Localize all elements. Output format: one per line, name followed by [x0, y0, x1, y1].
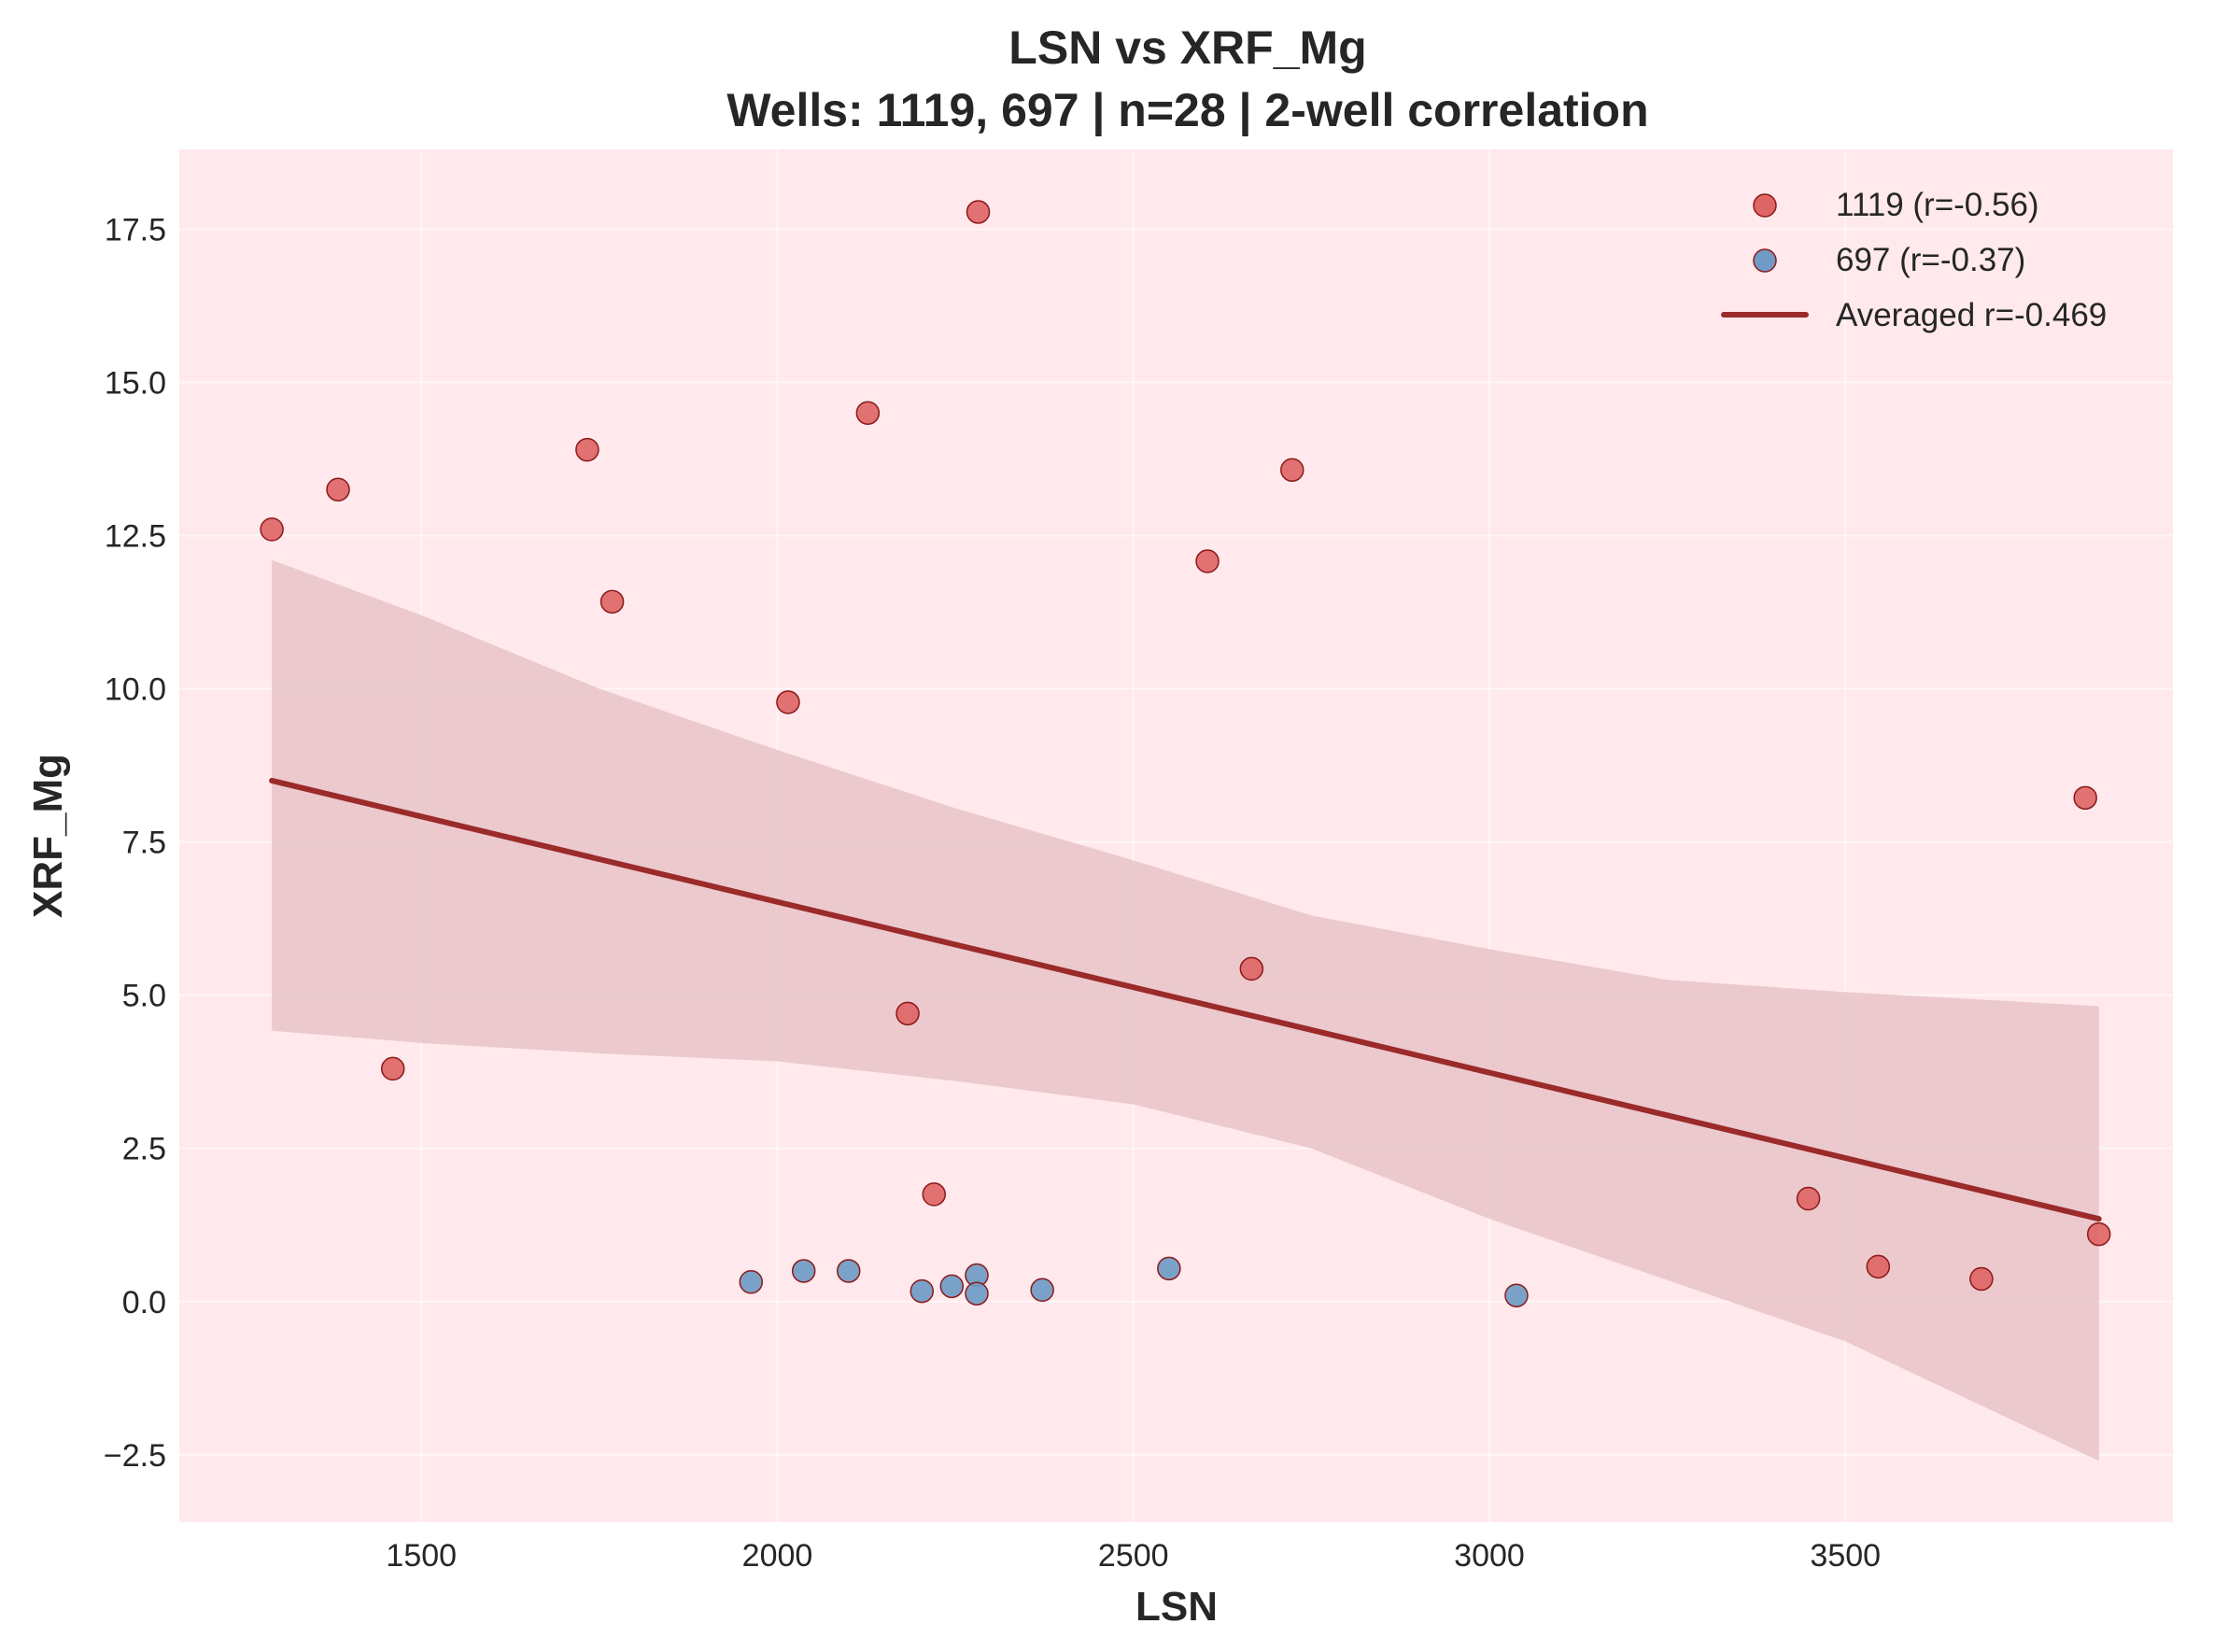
data-point-1119	[575, 437, 599, 462]
x-tick-label: 1500	[386, 1538, 457, 1574]
data-point-1119	[1239, 956, 1264, 981]
data-point-697	[791, 1259, 816, 1283]
x-tick-label: 3500	[1810, 1538, 1881, 1574]
data-point-1119	[2086, 1221, 2111, 1247]
y-tick-label: 12.5	[105, 518, 166, 554]
data-point-1119	[922, 1182, 946, 1207]
chart-title: LSN vs XRF_Mg	[1008, 21, 1366, 74]
confidence-band-layer	[272, 559, 2099, 1461]
y-axis-ticks: −2.5 0.0 2.5 5.0 7.5 10.0 12.5 15.0 17.5	[104, 212, 166, 1474]
legend: 1119 (r=-0.56) 697 (r=-0.37) Averaged r=…	[1721, 187, 2107, 333]
data-point-1119	[1866, 1254, 1891, 1279]
legend-marker-697	[1753, 248, 1777, 273]
data-point-697	[910, 1278, 935, 1304]
data-point-697	[837, 1259, 861, 1283]
chart-subtitle: Wells: 1119, 697 | n=28 | 2-well correla…	[726, 84, 1648, 137]
data-point-697	[965, 1281, 989, 1306]
y-tick-label: 7.5	[122, 826, 166, 861]
data-point-1119	[260, 517, 284, 542]
data-point-1119	[1796, 1186, 1821, 1211]
data-point-697	[739, 1270, 764, 1294]
data-point-1119	[2073, 785, 2097, 811]
x-axis-label: LSN	[1135, 1584, 1218, 1630]
data-point-1119	[1969, 1266, 1994, 1292]
data-point-697	[1157, 1256, 1181, 1281]
y-tick-label: 17.5	[105, 212, 166, 247]
data-point-1119	[776, 690, 800, 714]
x-tick-label: 2500	[1098, 1538, 1169, 1574]
scatter-points-layer	[260, 200, 2111, 1307]
data-point-697	[1030, 1278, 1054, 1303]
x-tick-label: 3000	[1454, 1538, 1525, 1574]
y-tick-label: 10.0	[105, 672, 166, 708]
data-point-1119	[381, 1056, 405, 1081]
x-axis-ticks: 1500 2000 2500 3000 3500	[386, 1538, 1881, 1574]
data-point-1119	[1195, 549, 1220, 573]
y-tick-label: 15.0	[105, 365, 166, 401]
y-axis-label: XRF_Mg	[25, 754, 71, 918]
data-point-1119	[966, 200, 991, 224]
data-point-697	[939, 1274, 965, 1299]
x-tick-label: 2000	[742, 1538, 813, 1574]
trend-line-layer	[269, 777, 2102, 1222]
legend-label-trend: Averaged r=-0.469	[1836, 297, 2107, 333]
y-tick-label: 5.0	[122, 979, 166, 1014]
legend-marker-1119	[1753, 193, 1777, 218]
y-tick-label: 0.0	[122, 1285, 166, 1320]
legend-label-697: 697 (r=-0.37)	[1836, 242, 2025, 278]
legend-label-1119: 1119 (r=-0.56)	[1836, 187, 2039, 223]
y-tick-label: −2.5	[104, 1438, 166, 1474]
data-point-1119	[326, 477, 350, 501]
y-tick-label: 2.5	[122, 1132, 166, 1167]
confidence-band	[272, 559, 2099, 1461]
data-point-1119	[599, 589, 625, 614]
data-point-1119	[895, 1001, 920, 1026]
data-point-1119	[855, 401, 881, 425]
trend-line	[269, 777, 2102, 1222]
data-point-697	[1504, 1283, 1529, 1307]
data-point-1119	[1280, 458, 1304, 482]
